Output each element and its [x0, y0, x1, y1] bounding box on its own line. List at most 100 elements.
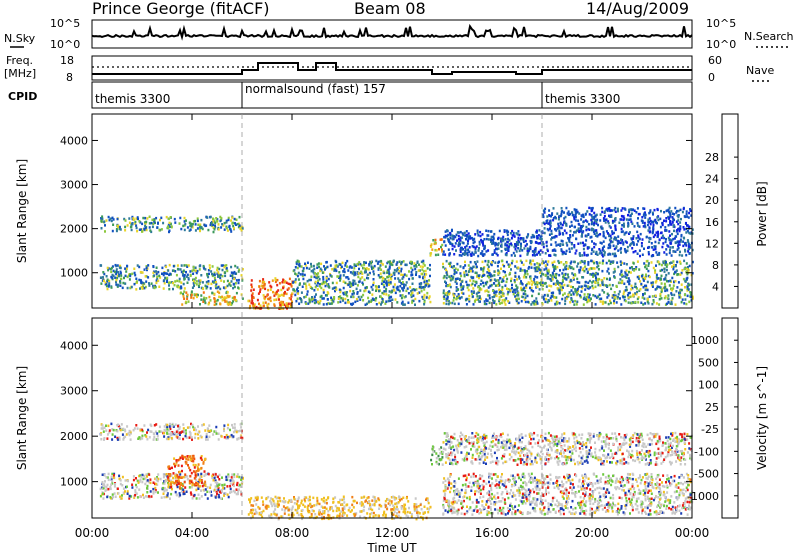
- power-echo-7: [529, 275, 532, 278]
- power-echo-7: [573, 303, 576, 306]
- power-echo-7: [655, 264, 657, 267]
- power-echo-7: [634, 300, 637, 304]
- power-echo-7: [552, 291, 555, 294]
- velocity-echo-1: [138, 480, 141, 483]
- power-echo-7: [645, 284, 648, 288]
- power-echo-8: [573, 208, 576, 211]
- velocity-echo-0: [108, 431, 111, 434]
- power-echo-7: [489, 278, 492, 282]
- power-echo-4: [322, 275, 325, 279]
- power-echo-7: [614, 296, 617, 299]
- power-echo-7: [445, 284, 448, 288]
- power-echo-7: [558, 273, 561, 277]
- power-echo-0: [165, 215, 168, 219]
- power-echo-7: [482, 281, 484, 285]
- power-echo-1: [180, 285, 183, 288]
- power-echo-0: [144, 222, 147, 226]
- power-echo-4: [403, 273, 406, 276]
- power-echo-6: [477, 249, 480, 252]
- power-echo-2: [233, 298, 236, 301]
- power-echo-7: [654, 281, 657, 284]
- power-echo-7: [451, 278, 454, 281]
- power-echo-3: [264, 287, 267, 291]
- velocity-echo-1: [152, 487, 155, 491]
- power-echo-8: [556, 212, 559, 215]
- power-echo-0: [131, 222, 134, 226]
- velocity-echo-3: [323, 510, 326, 513]
- power-echo-4: [367, 296, 370, 300]
- power-echo-6: [532, 235, 535, 239]
- power-echo-7: [580, 285, 583, 288]
- velocity-echo-2: [193, 483, 196, 486]
- power-echo-3: [269, 284, 272, 288]
- power-echo-7: [530, 303, 533, 306]
- power-echo-1: [168, 273, 171, 277]
- power-echo-4: [297, 290, 300, 293]
- velocity-echo-1: [159, 477, 162, 481]
- power-echo-1: [148, 282, 150, 285]
- velocity-echo-0: [154, 430, 157, 433]
- velocity-echo-0: [124, 435, 127, 439]
- power-echo-1: [216, 268, 219, 272]
- power-echo-7: [498, 290, 501, 294]
- power-echo-6: [457, 234, 460, 238]
- power-echo-8: [578, 223, 581, 226]
- power-echo-7: [595, 279, 598, 282]
- power-echo-4: [357, 295, 360, 299]
- power-echo-7: [574, 299, 577, 303]
- power-echo-6: [555, 235, 558, 238]
- power-echo-4: [427, 283, 430, 286]
- power-echo-6: [493, 232, 496, 236]
- power-echo-1: [115, 283, 118, 286]
- power-echo-4: [410, 295, 413, 299]
- power-echo-7: [562, 275, 565, 279]
- power-echo-7: [515, 294, 518, 297]
- velocity-echo-0: [99, 433, 102, 436]
- power-echo-8: [643, 221, 646, 225]
- power-echo-7: [534, 275, 537, 278]
- power-echo-0: [217, 228, 220, 231]
- velocity-echo-1: [203, 474, 206, 477]
- power-echo-8: [550, 215, 552, 218]
- velocity-echo-3: [310, 515, 313, 518]
- power-echo-0: [229, 228, 232, 231]
- power-echo-4: [377, 260, 380, 264]
- power-echo-3: [272, 290, 274, 294]
- power-echo-6: [539, 235, 542, 238]
- velocity-echo-1: [203, 489, 206, 492]
- power-echo-1: [153, 286, 156, 290]
- power-echo-7: [663, 282, 666, 286]
- power-echo-4: [318, 283, 321, 286]
- power-echo-7: [457, 293, 460, 296]
- power-echo-7: [676, 260, 679, 264]
- power-echo-0: [124, 219, 127, 222]
- velocity-echo-2: [190, 471, 193, 475]
- power-echo-6: [443, 240, 446, 243]
- power-echo-8: [590, 218, 593, 222]
- velocity-echo-0: [127, 432, 130, 435]
- power-echo-1: [107, 285, 110, 288]
- power-echo-6: [481, 233, 484, 236]
- power-echo-1: [101, 279, 104, 282]
- velocity-echo-3: [275, 514, 278, 517]
- velocity-echo-2: [200, 466, 203, 470]
- power-echo-2: [203, 299, 206, 302]
- power-echo-6: [657, 233, 660, 236]
- velocity-echo-0: [175, 435, 178, 438]
- power-echo-7: [676, 273, 679, 276]
- power-echo-7: [544, 260, 547, 263]
- power-echo-6: [463, 253, 466, 256]
- velocity-echo-1: [154, 490, 157, 494]
- power-echo-6: [464, 246, 467, 249]
- power-echo-8: [587, 227, 590, 231]
- power-echo-7: [544, 274, 547, 277]
- power-echo-1: [232, 272, 235, 275]
- nave-tick-bottom: 0: [708, 71, 715, 84]
- power-echo-7: [444, 280, 446, 283]
- power-echo-4: [350, 295, 353, 299]
- power-echo-4: [396, 268, 399, 271]
- power-echo-4: [386, 271, 389, 274]
- velocity-echo-3: [257, 505, 260, 509]
- power-echo-7: [601, 269, 604, 273]
- power-echo-5: [430, 252, 433, 255]
